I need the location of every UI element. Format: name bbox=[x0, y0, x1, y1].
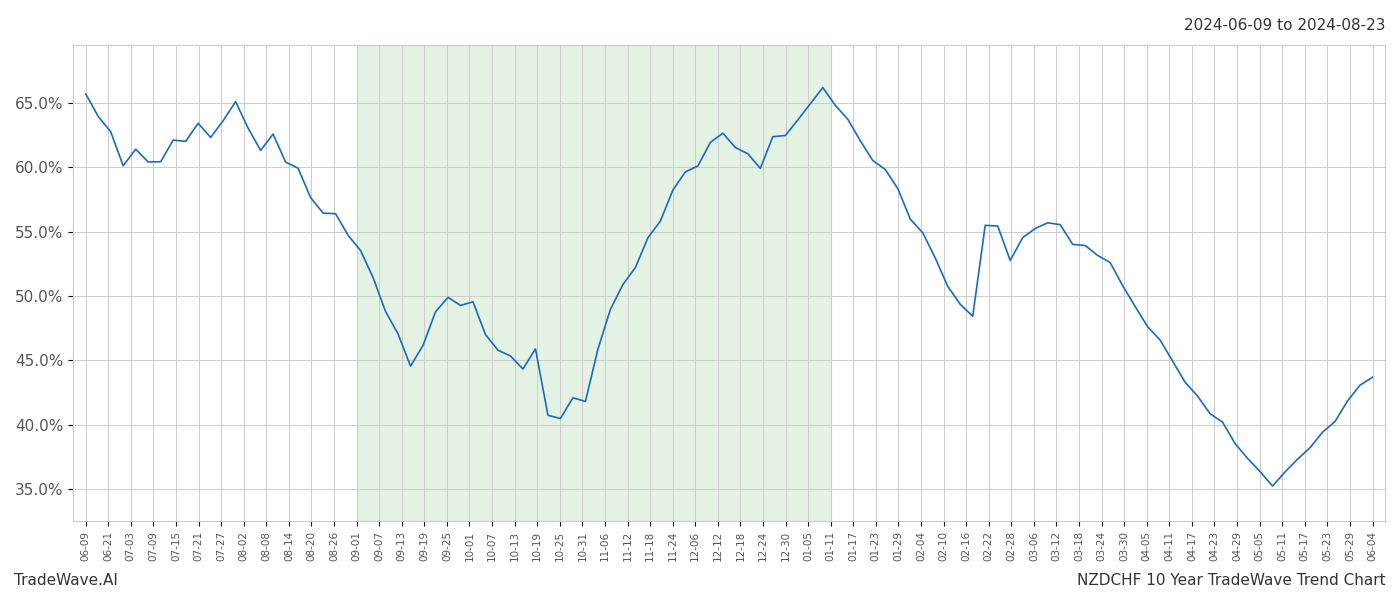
Text: NZDCHF 10 Year TradeWave Trend Chart: NZDCHF 10 Year TradeWave Trend Chart bbox=[1078, 573, 1386, 588]
Text: TradeWave.AI: TradeWave.AI bbox=[14, 573, 118, 588]
Bar bbox=[357, 45, 830, 521]
Text: 2024-06-09 to 2024-08-23: 2024-06-09 to 2024-08-23 bbox=[1184, 18, 1386, 33]
